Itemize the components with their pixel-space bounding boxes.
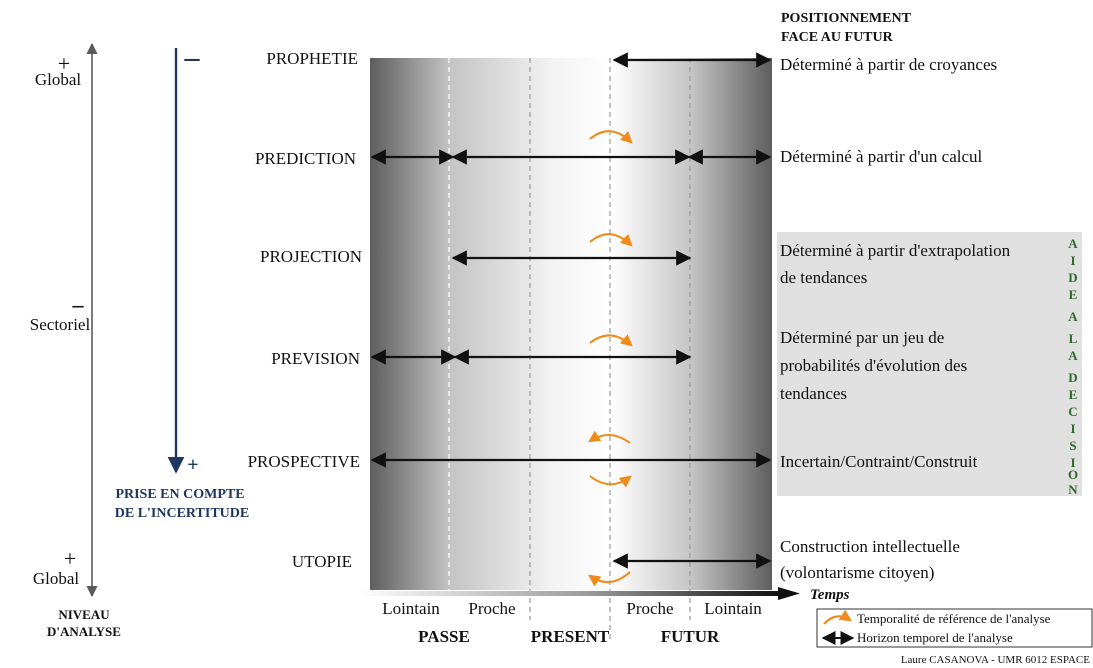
time-bar xyxy=(358,591,778,596)
niveau-analyse-axis: + Global – Sectoriel + Global NIVEAU D'A… xyxy=(30,42,121,639)
positionnement-title-2: FACE AU FUTUR xyxy=(781,30,894,45)
method-prediction: PREDICTION xyxy=(255,149,356,168)
ref-arc-prospective-past xyxy=(587,430,631,444)
decision-letter: O xyxy=(1068,467,1078,482)
method-prevision: PREVISION xyxy=(271,349,360,368)
description-utopie-1: Construction intellectuelle xyxy=(780,537,960,556)
incertitude-minus: – xyxy=(184,41,201,74)
method-utopie: UTOPIE xyxy=(292,552,352,571)
futur-lointain-label: Lointain xyxy=(704,599,762,618)
decision-letter: A xyxy=(1068,309,1078,324)
niveau-analyse-title-1: NIVEAU xyxy=(58,607,110,622)
sectoriel-label: Sectoriel xyxy=(30,315,91,334)
description-prophetie: Déterminé à partir de croyances xyxy=(780,55,997,74)
description-prevision-2: probabilités d'évolution des xyxy=(780,356,967,375)
decision-letter: E xyxy=(1069,387,1078,402)
method-prophetie: PROPHETIE xyxy=(266,49,358,68)
ref-arc-prospective-future xyxy=(589,475,632,488)
ref-arc-prevision xyxy=(589,334,633,347)
description-projection-1: Déterminé à partir d'extrapolation xyxy=(780,241,1011,260)
ref-arc-utopie xyxy=(588,571,631,587)
method-labels: PROPHETIE PREDICTION PROJECTION PREVISIO… xyxy=(248,49,362,571)
time-band xyxy=(370,58,772,640)
decision-letter: N xyxy=(1068,482,1078,497)
reference-arcs xyxy=(587,130,633,587)
description-projection-2: de tendances xyxy=(780,268,867,287)
legend-reference-icon xyxy=(823,609,853,625)
futur-label: FUTUR xyxy=(661,627,720,646)
aide-decision-box xyxy=(777,232,1082,496)
legend-horizon-label: Horizon temporel de l'analyse xyxy=(857,630,1013,645)
decision-letter: D xyxy=(1068,370,1077,385)
decision-letter: S xyxy=(1069,438,1076,453)
positionnement-header: POSITIONNEMENT FACE AU FUTUR xyxy=(781,11,912,45)
time-axis: Temps Lointain Proche Proche Lointain PA… xyxy=(358,587,850,646)
decision-letter: C xyxy=(1068,404,1077,419)
description-prevision-1: Déterminé par un jeu de xyxy=(780,328,944,347)
decision-letter: I xyxy=(1070,253,1075,268)
time-arrowhead xyxy=(778,587,800,600)
sectoriel-minus: – xyxy=(72,292,85,317)
futur-proche-label: Proche xyxy=(626,599,673,618)
global-top-label: Global xyxy=(35,70,82,89)
present-label: PRESENT xyxy=(531,627,610,646)
description-prospective: Incertain/Contraint/Construit xyxy=(780,452,978,471)
description-utopie-2: (volontarisme citoyen) xyxy=(780,563,934,582)
horizon-arrows xyxy=(370,52,772,569)
decision-letter: A xyxy=(1068,348,1078,363)
description-prediction: Déterminé à partir d'un calcul xyxy=(780,147,983,166)
description-prevision-3: tendances xyxy=(780,384,847,403)
decision-letter: A xyxy=(1068,236,1078,251)
incertitude-plus: + xyxy=(187,454,198,476)
decision-letter: D xyxy=(1068,270,1077,285)
global-bottom-label: Global xyxy=(33,569,80,588)
method-prospective: PROSPECTIVE xyxy=(248,452,360,471)
method-projection: PROJECTION xyxy=(260,247,362,266)
incertitude-title-1: PRISE EN COMPTE xyxy=(115,487,244,502)
decision-letter: I xyxy=(1070,421,1075,436)
decision-letter: E xyxy=(1069,287,1078,302)
ref-arc-prediction xyxy=(589,130,633,144)
legend: Temporalité de référence de l'analyse Ho… xyxy=(816,608,1093,648)
legend-box xyxy=(816,608,1093,648)
global-bottom-plus: + xyxy=(64,546,76,571)
incertitude-title-2: DE L'INCERTITUDE xyxy=(115,506,249,521)
decision-letter: L xyxy=(1069,331,1078,346)
ref-arc-projection xyxy=(589,233,633,247)
positionnement-title-1: POSITIONNEMENT xyxy=(781,11,912,26)
passe-lointain-label: Lointain xyxy=(382,599,440,618)
passe-label: PASSE xyxy=(418,627,470,646)
temps-label: Temps xyxy=(810,587,850,603)
global-top-plus: + xyxy=(58,51,70,76)
decision-letter: I xyxy=(1070,455,1075,470)
credit: Laure CASANOVA - UMR 6012 ESPACE xyxy=(901,654,1090,666)
passe-proche-label: Proche xyxy=(468,599,515,618)
aide-decision-label: A I D E A L A D E C I S I O N xyxy=(1068,236,1078,497)
descriptions: Déterminé à partir de croyances Détermin… xyxy=(780,55,1011,582)
niveau-analyse-title-2: D'ANALYSE xyxy=(47,624,121,639)
legend-reference-label: Temporalité de référence de l'analyse xyxy=(857,611,1051,626)
incertitude-axis: – + PRISE EN COMPTE DE L'INCERTITUDE xyxy=(115,41,249,521)
